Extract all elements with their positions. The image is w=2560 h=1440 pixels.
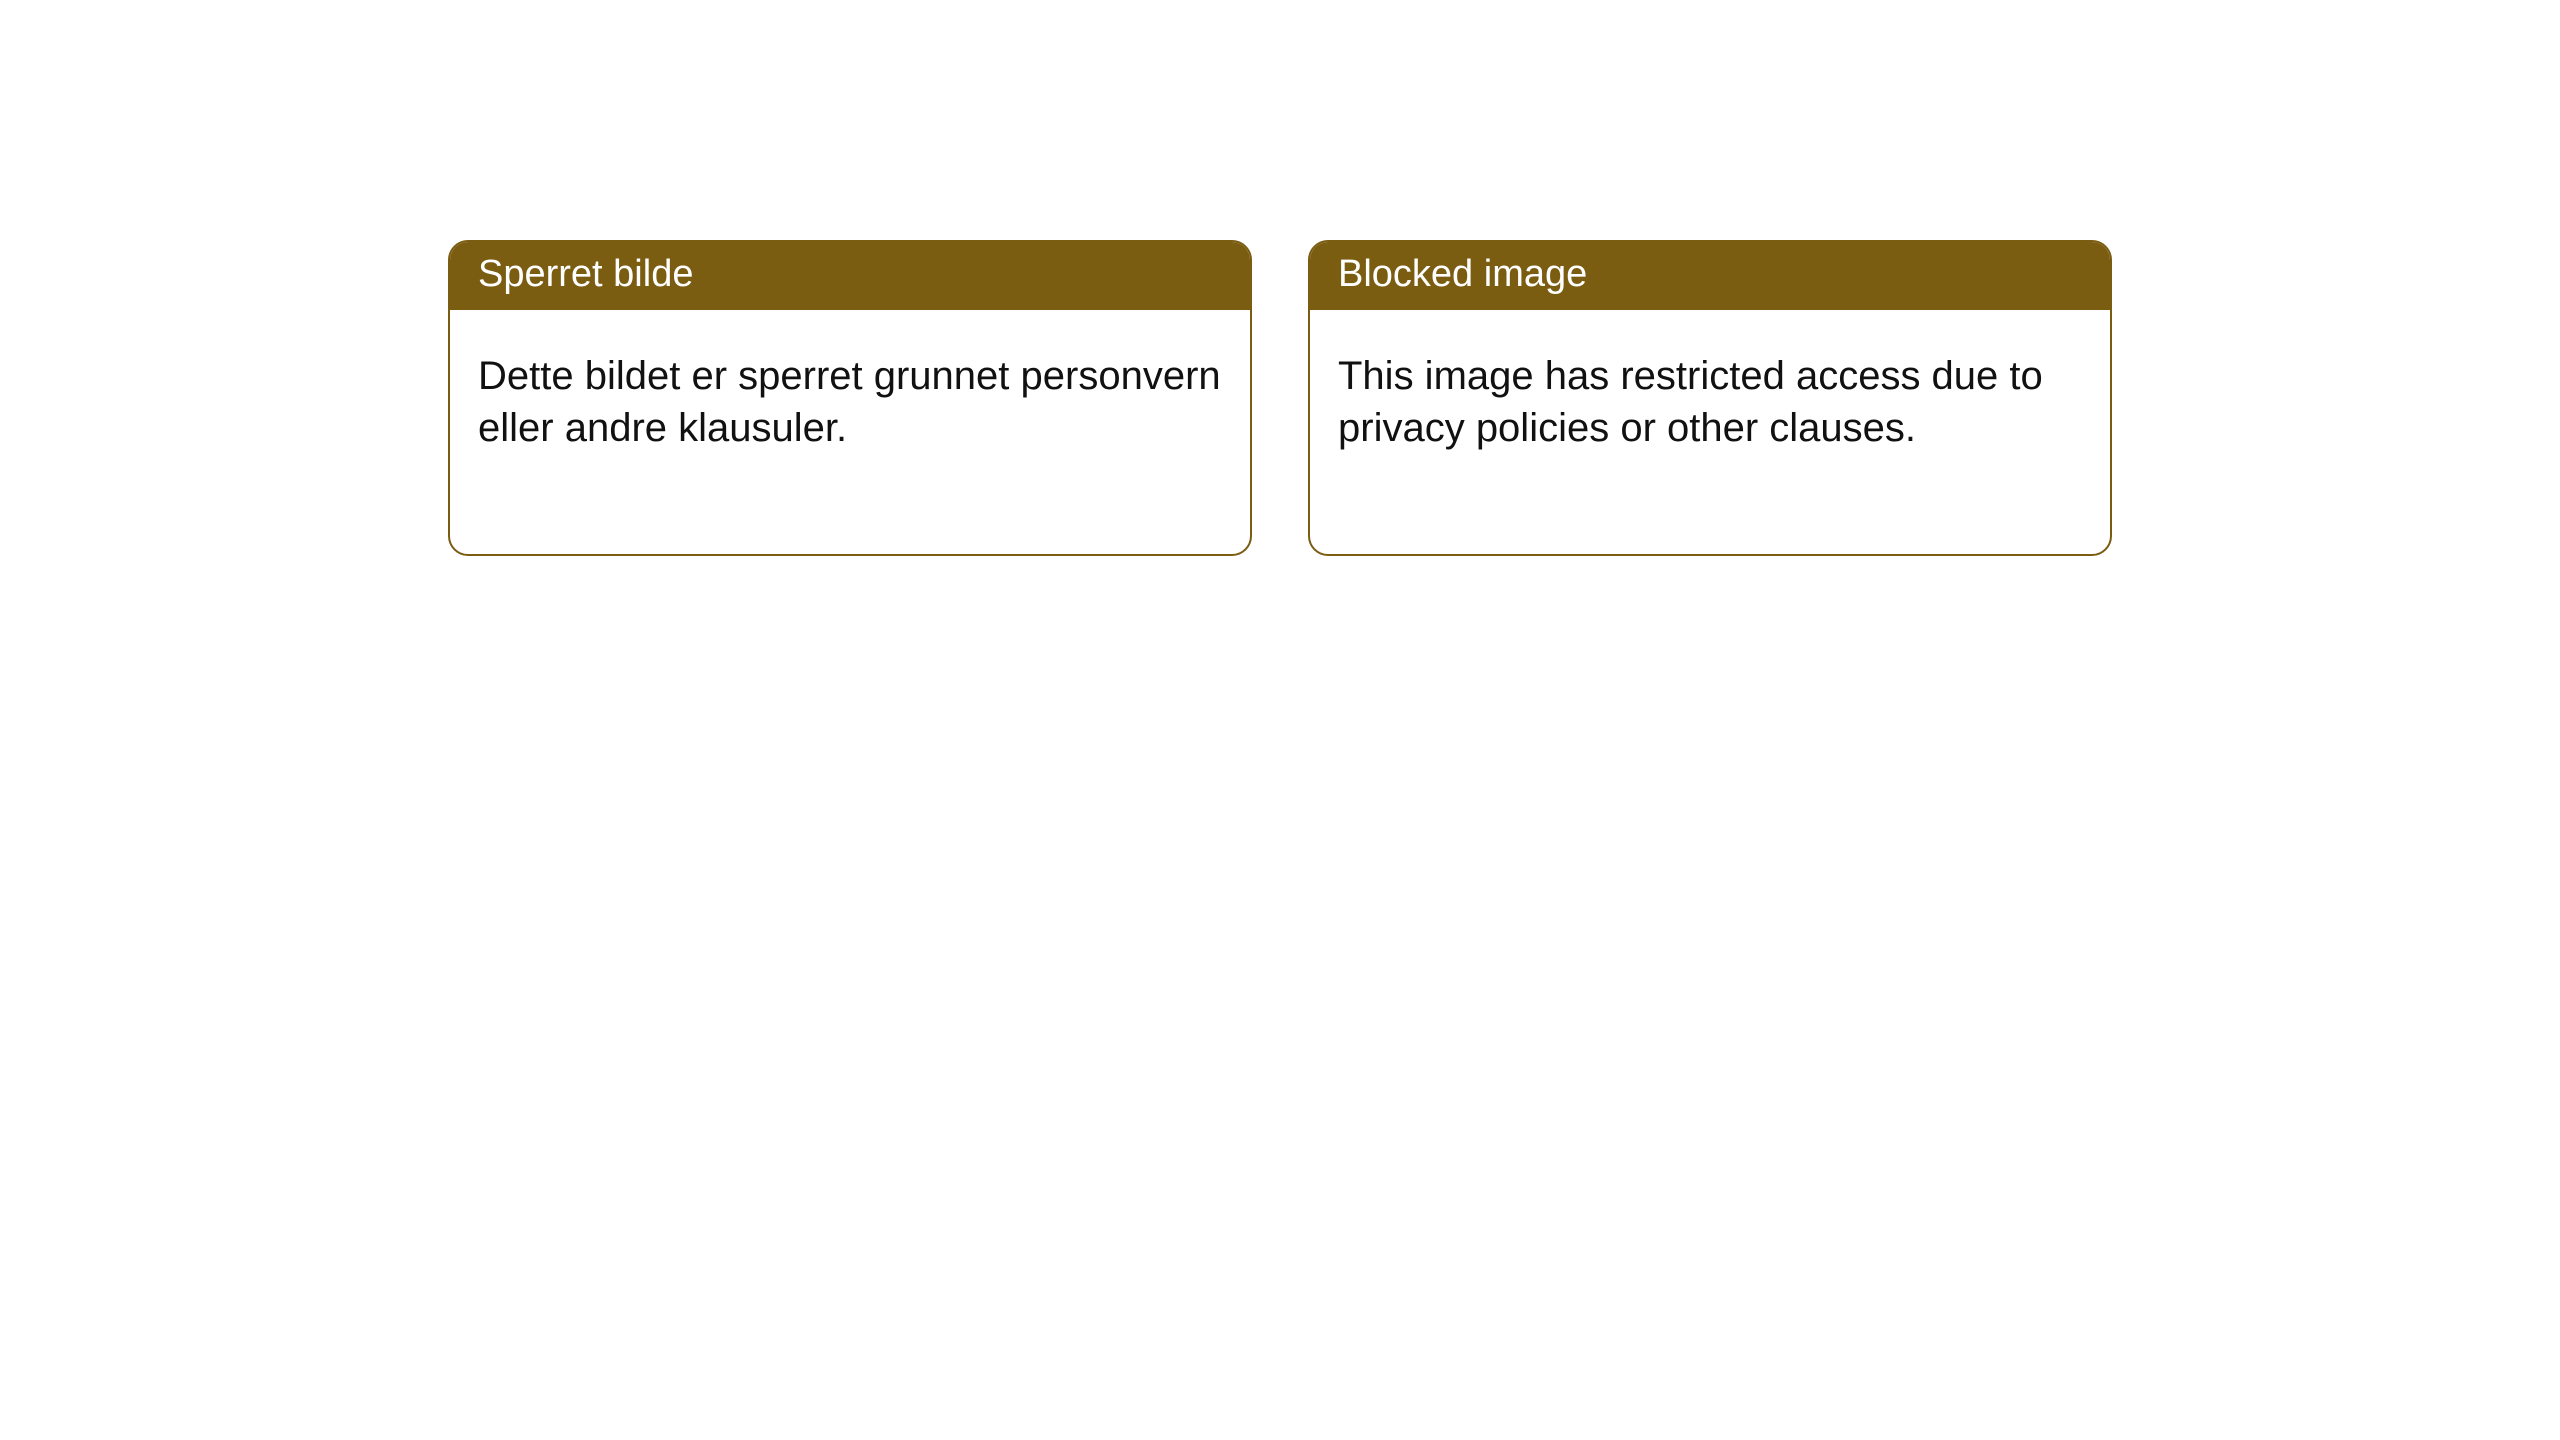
notice-container: Sperret bilde Dette bildet er sperret gr… bbox=[0, 0, 2560, 556]
notice-card-english: Blocked image This image has restricted … bbox=[1308, 240, 2112, 556]
notice-card-norwegian: Sperret bilde Dette bildet er sperret gr… bbox=[448, 240, 1252, 556]
notice-header: Sperret bilde bbox=[450, 242, 1250, 310]
notice-body: Dette bildet er sperret grunnet personve… bbox=[450, 310, 1250, 554]
notice-header: Blocked image bbox=[1310, 242, 2110, 310]
notice-body: This image has restricted access due to … bbox=[1310, 310, 2110, 554]
